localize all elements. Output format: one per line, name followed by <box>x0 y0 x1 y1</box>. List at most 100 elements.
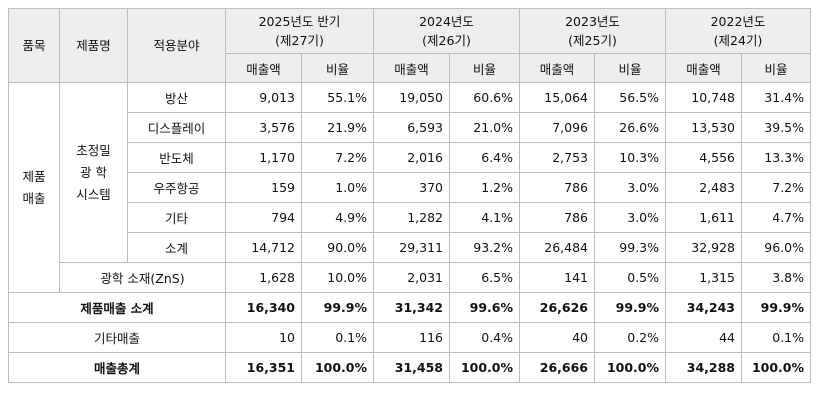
ratio-value: 60.6% <box>449 82 521 113</box>
ratio-value: 99.9% <box>741 292 812 323</box>
product-label-line: 시스템 <box>76 186 111 202</box>
ratio-value: 99.3% <box>594 232 667 263</box>
application-label: 반도체 <box>127 142 226 173</box>
ratio-value: 3.0% <box>594 172 667 203</box>
header-row-1: 품목 제품명 적용분야 2025년도 반기 (제27기) 2024년도 (제26기)… <box>8 8 812 83</box>
table-row: 우주항공 159 1.0% 370 1.2% 786 3.0% 2,483 7.… <box>9 172 812 203</box>
ratio-value: 4.9% <box>300 202 375 233</box>
ratio-value: 0.1% <box>741 322 812 353</box>
sales-by-product-table: 품목 제품명 적용분야 2025년도 반기 (제27기) 2024년도 (제26기)… <box>8 8 812 383</box>
sales-value: 10 <box>225 322 302 353</box>
sales-value: 116 <box>373 322 451 353</box>
product-cell-optical-system: 초정밀 광 학 시스템 <box>59 82 128 263</box>
sales-value: 159 <box>225 172 302 203</box>
sales-value: 786 <box>519 172 596 203</box>
table-row: 반도체 1,170 7.2% 2,016 6.4% 2,753 10.3% 4,… <box>9 142 812 173</box>
header-sales: 매출액 <box>665 53 743 83</box>
sales-value: 19,050 <box>373 82 451 113</box>
sales-value: 6,593 <box>373 112 451 143</box>
sales-value: 1,170 <box>225 142 302 173</box>
ratio-value: 1.0% <box>300 172 375 203</box>
period-term: (제26기) <box>422 33 471 48</box>
ratio-value: 3.8% <box>741 262 812 293</box>
table-row-grand-total: 매출총계 16,351 100.0% 31,458 100.0% 26,666 … <box>8 352 812 383</box>
sales-value: 1,315 <box>665 262 743 293</box>
ratio-value: 6.4% <box>449 142 521 173</box>
table-row: 디스플레이 3,576 21.9% 6,593 21.0% 7,096 26.6… <box>9 112 812 143</box>
sales-value: 794 <box>225 202 302 233</box>
period-term: (제27기) <box>275 33 324 48</box>
header-product: 제품명 <box>59 8 128 83</box>
ratio-value: 56.5% <box>594 82 667 113</box>
header-ratio: 비율 <box>741 53 812 83</box>
sales-value: 10,748 <box>665 82 743 113</box>
group-label-line: 매출 <box>22 190 46 206</box>
sales-value: 32,928 <box>665 232 743 263</box>
sales-value: 44 <box>665 322 743 353</box>
ratio-value: 0.1% <box>300 322 375 353</box>
sales-value: 15,064 <box>519 82 596 113</box>
sales-value: 34,243 <box>665 292 743 323</box>
group-label-line: 제품 <box>22 168 46 184</box>
sales-value: 31,342 <box>373 292 451 323</box>
sales-value: 29,311 <box>373 232 451 263</box>
header-ratio: 비율 <box>300 53 375 83</box>
other-sales-label: 기타매출 <box>8 322 226 353</box>
header-sales: 매출액 <box>519 53 596 83</box>
ratio-value: 100.0% <box>741 352 812 383</box>
ratio-value: 90.0% <box>300 232 375 263</box>
ratio-value: 1.2% <box>449 172 521 203</box>
header-period-2022: 2022년도 (제24기) <box>665 8 812 54</box>
ratio-value: 26.6% <box>594 112 667 143</box>
ratio-value: 10.0% <box>300 262 375 293</box>
ratio-value: 21.9% <box>300 112 375 143</box>
sales-value: 26,626 <box>519 292 596 323</box>
sales-value: 4,556 <box>665 142 743 173</box>
table-row-subtotal: 소계 14,712 90.0% 29,311 93.2% 26,484 99.3… <box>9 232 812 263</box>
table-row-other-sales: 기타매출 10 0.1% 116 0.4% 40 0.2% 44 0.1% <box>8 322 812 353</box>
application-label: 우주항공 <box>127 172 226 203</box>
sales-value: 7,096 <box>519 112 596 143</box>
application-label: 방산 <box>127 82 226 113</box>
period-term: (제25기) <box>568 33 617 48</box>
ratio-value: 99.6% <box>449 292 521 323</box>
sales-value: 9,013 <box>225 82 302 113</box>
sales-value: 1,282 <box>373 202 451 233</box>
ratio-value: 4.1% <box>449 202 521 233</box>
ratio-value: 0.2% <box>594 322 667 353</box>
period-term: (제24기) <box>713 33 763 48</box>
header-ratio: 비율 <box>594 53 667 83</box>
table-row: 기타 794 4.9% 1,282 4.1% 786 3.0% 1,611 4.… <box>9 202 812 233</box>
ratio-value: 0.4% <box>449 322 521 353</box>
header-ratio: 비율 <box>449 53 521 83</box>
sales-value: 14,712 <box>225 232 302 263</box>
sales-value: 3,576 <box>225 112 302 143</box>
header-sales: 매출액 <box>225 53 302 83</box>
table-row-zns: 광학 소재(ZnS) 1,628 10.0% 2,031 6.5% 141 0.… <box>9 262 812 293</box>
period-year: 2024년도 <box>419 14 474 29</box>
product-label-zns: 광학 소재(ZnS) <box>59 262 226 293</box>
ratio-value: 7.2% <box>300 142 375 173</box>
header-period-2024: 2024년도 (제26기) <box>373 8 521 54</box>
period-year: 2023년도 <box>565 14 620 29</box>
sales-value: 1,611 <box>665 202 743 233</box>
sales-value: 31,458 <box>373 352 451 383</box>
sales-value: 370 <box>373 172 451 203</box>
table-row: 제품 매출 초정밀 광 학 시스템 방산 9,013 55.1% 19,050 60.… <box>8 82 812 293</box>
header-sales: 매출액 <box>373 53 451 83</box>
sales-value: 26,484 <box>519 232 596 263</box>
sales-value: 13,530 <box>665 112 743 143</box>
header-period-2025h1: 2025년도 반기 (제27기) <box>224 8 375 54</box>
ratio-value: 39.5% <box>741 112 812 143</box>
application-label: 소계 <box>127 232 226 263</box>
sales-value: 141 <box>519 262 596 293</box>
header-application: 적용분야 <box>127 8 226 83</box>
table-row-product-total: 제품매출 소계 16,340 99.9% 31,342 99.6% 26,626… <box>8 292 812 323</box>
sales-value: 2,483 <box>665 172 743 203</box>
sales-value: 786 <box>519 202 596 233</box>
application-label: 기타 <box>127 202 226 233</box>
sales-value: 26,666 <box>519 352 596 383</box>
ratio-value: 96.0% <box>741 232 812 263</box>
header-period-2023: 2023년도 (제25기) <box>519 8 667 54</box>
